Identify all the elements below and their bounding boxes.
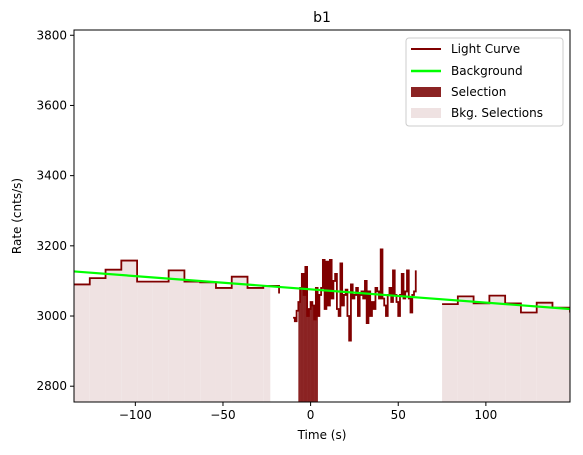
bkg-selection-bar <box>520 312 537 402</box>
legend-label-light-curve: Light Curve <box>451 42 520 56</box>
bkg-selection-bar <box>442 304 458 402</box>
y-tick-label: 3000 <box>36 309 67 323</box>
bkg-selection-bar <box>168 270 185 402</box>
x-tick-label: −100 <box>119 408 152 422</box>
bkg-selection-bar <box>200 282 216 402</box>
selection-bar <box>310 301 313 402</box>
legend-box <box>405 37 564 127</box>
bkg-selection-bar <box>247 287 264 402</box>
chart-legend: Light Curve Background Selection Bkg. Se… <box>405 37 564 127</box>
bkg-selection-bar <box>89 278 106 402</box>
x-tick-label: 100 <box>474 408 497 422</box>
legend-label-bkg-selections: Bkg. Selections <box>451 106 543 120</box>
selection-bar <box>303 294 306 402</box>
selection-bar <box>308 309 311 402</box>
selection-bar <box>305 266 308 402</box>
x-tick-label: 0 <box>307 408 315 422</box>
selection-bar <box>307 316 310 402</box>
bkg-selection-bar <box>184 281 201 402</box>
y-tick-label: 3600 <box>36 98 67 112</box>
light-curve-line <box>74 259 280 294</box>
selection-bands <box>74 260 570 402</box>
bkg-selection-bar <box>505 303 521 402</box>
bkg-selection-bar <box>231 276 248 402</box>
y-tick-label: 3800 <box>36 28 67 42</box>
axis-ticks: −100 −50 0 50 100 2800 3000 3200 3400 3600 3800 <box>36 28 497 422</box>
selection-bar <box>315 287 318 402</box>
chart-title: b1 <box>313 10 331 26</box>
bkg-selection-bar <box>215 287 232 402</box>
selection-bar <box>312 305 315 402</box>
legend-swatch-bkg-selections <box>411 108 441 118</box>
bkg-selection-bar <box>263 285 271 402</box>
x-axis-label: Time (s) <box>297 428 347 442</box>
bkg-selection-bar <box>552 307 570 402</box>
bkg-selection-bar <box>457 296 474 402</box>
selection-bar <box>298 301 301 402</box>
bkg-selection-bar <box>489 295 506 402</box>
y-tick-label: 3200 <box>36 239 67 253</box>
selection-bar <box>314 319 317 402</box>
legend-label-selection: Selection <box>451 85 506 99</box>
legend-label-background: Background <box>451 64 523 78</box>
y-axis-label: Rate (cnts/s) <box>10 178 24 254</box>
bkg-selection-bar <box>105 269 122 402</box>
legend-swatch-selection <box>411 87 441 97</box>
selection-bar <box>300 287 303 402</box>
y-tick-label: 3400 <box>36 169 67 183</box>
axes-frame <box>73 29 571 403</box>
x-tick-label: −50 <box>210 408 235 422</box>
bkg-selection-bar <box>121 260 138 402</box>
bkg-selection-bar <box>536 302 553 402</box>
x-tick-label: 50 <box>391 408 406 422</box>
background-fit-line <box>74 270 570 311</box>
data-series <box>74 248 570 342</box>
y-tick-label: 2800 <box>36 379 67 393</box>
bkg-selection-bar <box>137 281 153 402</box>
bkg-selection-bar <box>74 284 90 402</box>
bkg-selection-bar <box>473 303 490 402</box>
selection-bar <box>301 273 304 402</box>
bkg-selection-bar <box>152 281 169 402</box>
